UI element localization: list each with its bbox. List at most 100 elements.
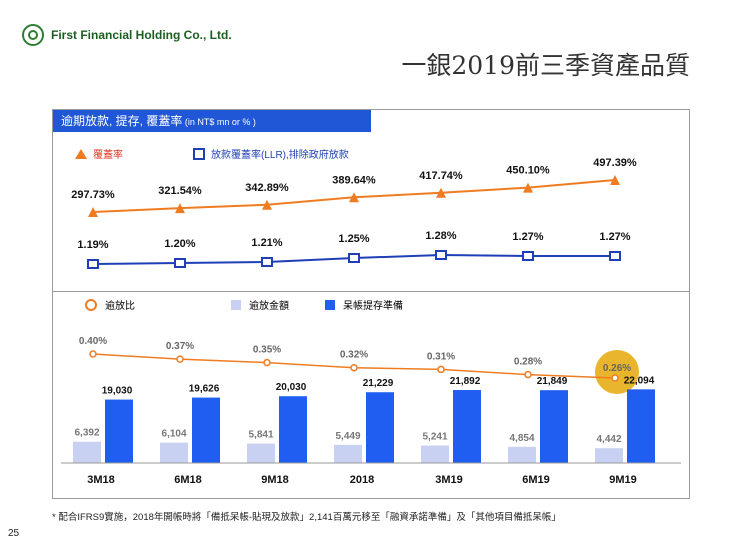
coverage-data-label: 450.10%	[506, 165, 550, 177]
npl-ratio-data-label: 0.37%	[166, 341, 194, 352]
llr-point	[261, 257, 273, 267]
llr-data-label: 1.28%	[425, 230, 456, 242]
panel-header-title: 逾期放款, 提存, 覆蓋率	[61, 114, 183, 128]
provision-bar	[540, 390, 568, 463]
npl-ratio-data-label: 0.28%	[514, 357, 542, 368]
coverage-point	[175, 203, 185, 214]
llr-point	[609, 251, 621, 261]
section-divider	[53, 291, 689, 292]
npl-ratio-point	[437, 365, 445, 374]
provision-data-label: 21,229	[363, 378, 394, 389]
provision-data-label: 19,030	[102, 386, 133, 397]
npl-amount-bar	[595, 448, 623, 463]
footnote: * 配合IFRS9實施，2018年開帳時將「備抵呆帳-貼現及放款」2,141百萬…	[52, 512, 561, 523]
npl-amount-data-label: 4,442	[596, 434, 621, 445]
npl-ratio-data-label: 0.31%	[427, 351, 455, 362]
legend-provision-label: 呆帳提存準備	[343, 301, 403, 312]
triangle-marker-icon	[75, 148, 87, 159]
legend-coverage: 覆蓋率	[75, 146, 123, 161]
npl-amount-data-label: 6,392	[74, 428, 99, 439]
x-tick-label: 9M19	[609, 474, 637, 486]
provision-data-label: 21,892	[450, 376, 481, 387]
coverage-point	[88, 207, 98, 217]
asset-quality-chart: 297.73% 321.54% 342.89% 389.64% 417.74% 450.1…	[61, 157, 681, 486]
coverage-point	[349, 192, 359, 203]
npl-ratio-data-label: 0.40%	[79, 336, 107, 347]
x-tick-label: 3M19	[435, 474, 463, 486]
legend-llr-label: 放款覆蓋率(LLR),排除政府放款	[211, 150, 349, 161]
npl-amount-bar	[247, 443, 275, 463]
llr-data-label: 1.19%	[77, 239, 108, 251]
logo-icon	[22, 24, 44, 46]
coverage-data-label: 297.73%	[71, 189, 115, 201]
highlight-circle	[595, 350, 639, 394]
light-bar-swatch-icon	[231, 299, 241, 310]
npl-amount-data-label: 5,241	[422, 432, 447, 443]
llr-point	[174, 258, 186, 268]
npl-ratio-point	[524, 370, 532, 379]
dark-bar-swatch-icon	[325, 299, 335, 310]
npl-ratio-data-label: 0.26%	[603, 363, 631, 374]
provision-data-label: 22,094	[624, 375, 655, 386]
coverage-data-label: 417.74%	[419, 170, 463, 182]
coverage-point	[262, 199, 272, 210]
legend-llr: 放款覆蓋率(LLR),排除政府放款	[193, 146, 349, 161]
npl-ratio-data-label: 0.32%	[340, 350, 368, 361]
provision-data-label: 20,030	[276, 382, 307, 393]
llr-data-label: 1.25%	[338, 233, 369, 245]
provision-bar	[366, 392, 394, 463]
llr-data-label: 1.27%	[599, 231, 630, 243]
provision-bar	[627, 389, 655, 463]
llr-point	[435, 250, 447, 260]
legend-npl-amount-label: 逾放金額	[249, 301, 289, 312]
coverage-data-label: 389.64%	[332, 174, 376, 186]
page-number: 25	[8, 528, 20, 539]
panel-header-unit: (in NT$ mn or % )	[182, 117, 256, 127]
x-tick-label: 6M18	[174, 474, 202, 486]
legend-npl-ratio: 逾放比	[85, 297, 135, 312]
provision-data-label: 19,626	[189, 384, 220, 395]
company-name: First Financial Holding Co., Ltd.	[51, 28, 232, 42]
npl-amount-data-label: 4,854	[509, 433, 534, 444]
coverage-data-label: 497.39%	[593, 157, 637, 169]
npl-ratio-point	[89, 350, 97, 358]
llr-data-label: 1.21%	[251, 237, 282, 249]
x-tick-label: 2018	[350, 474, 374, 486]
npl-ratio-point	[611, 374, 619, 382]
provision-bar	[105, 399, 133, 463]
x-tick-label: 6M19	[522, 474, 550, 486]
npl-ratio-point	[263, 358, 271, 367]
legend-npl-ratio-label: 逾放比	[105, 301, 135, 312]
coverage-point	[523, 182, 533, 193]
npl-ratio-point	[176, 355, 184, 363]
llr-data-label: 1.20%	[164, 238, 195, 250]
npl-ratio-data-label: 0.35%	[253, 345, 281, 356]
provision-bar	[453, 390, 481, 463]
coverage-data-label: 342.89%	[245, 182, 289, 194]
npl-amount-bar	[160, 442, 188, 463]
npl-ratio-point	[350, 363, 358, 372]
panel-header: 逾期放款, 提存, 覆蓋率 (in NT$ mn or % )	[53, 110, 371, 132]
provision-bar	[192, 397, 220, 463]
npl-amount-data-label: 6,104	[161, 429, 186, 440]
npl-amount-data-label: 5,841	[248, 430, 273, 441]
chart-panel: 逾期放款, 提存, 覆蓋率 (in NT$ mn or % ) 覆蓋率 放款覆蓋…	[52, 109, 690, 499]
legend-coverage-label: 覆蓋率	[93, 150, 123, 161]
coverage-point	[436, 187, 446, 198]
company-logo: First Financial Holding Co., Ltd.	[22, 24, 232, 46]
coverage-data-label: 321.54%	[158, 185, 202, 197]
llr-data-label: 1.27%	[512, 231, 543, 243]
legend-provision: 呆帳提存準備	[325, 297, 403, 312]
circle-marker-icon	[85, 298, 97, 311]
provision-data-label: 21,849	[537, 376, 568, 387]
npl-amount-bar	[421, 445, 449, 463]
square-marker-icon	[193, 147, 205, 160]
npl-amount-bar	[73, 441, 101, 463]
provision-bar	[279, 396, 307, 463]
coverage-point	[610, 175, 620, 185]
npl-amount-bar	[334, 444, 362, 463]
slide-title: 一銀2019前三季資產品質	[401, 51, 690, 80]
llr-point	[87, 259, 99, 269]
llr-point	[522, 251, 534, 261]
x-tick-label: 3M18	[87, 474, 115, 486]
